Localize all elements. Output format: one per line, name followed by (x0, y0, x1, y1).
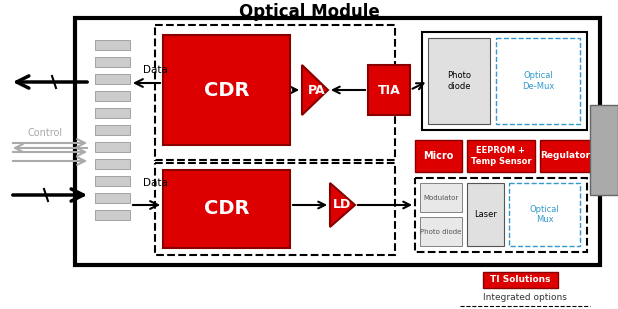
Text: Photo
diode: Photo diode (447, 71, 471, 91)
Bar (75, 18, 600, 265)
Text: Laser: Laser (474, 210, 497, 219)
Bar (540, 140, 590, 172)
Bar (95, 210, 130, 220)
Bar (420, 217, 462, 246)
Text: Optical
Mux: Optical Mux (530, 205, 559, 224)
Bar (467, 183, 504, 246)
Text: TI Solutions: TI Solutions (490, 276, 551, 285)
Bar (95, 74, 130, 84)
Bar (368, 65, 410, 115)
Text: Micro: Micro (423, 151, 454, 161)
Text: EEPROM +
Temp Sensor: EEPROM + Temp Sensor (471, 146, 531, 166)
Text: Data: Data (143, 178, 168, 188)
Polygon shape (330, 183, 355, 227)
Text: CDR: CDR (204, 200, 249, 218)
Bar (95, 40, 130, 50)
Text: Modulator: Modulator (423, 194, 459, 201)
Bar (95, 125, 130, 135)
Text: Optical Module: Optical Module (239, 3, 379, 21)
Bar (415, 140, 462, 172)
Bar (496, 38, 580, 124)
Bar (420, 183, 462, 212)
Bar (483, 272, 558, 288)
Bar (95, 193, 130, 203)
Text: Control: Control (27, 128, 62, 138)
Polygon shape (302, 65, 328, 115)
Text: PA: PA (308, 83, 326, 96)
Bar (163, 35, 290, 145)
Bar (428, 38, 490, 124)
Text: Photo diode: Photo diode (420, 228, 462, 235)
Text: Optical
De-Mux: Optical De-Mux (522, 71, 554, 91)
Bar (95, 91, 130, 101)
Text: Data: Data (143, 65, 168, 75)
Bar (467, 140, 535, 172)
Text: Integrated options: Integrated options (483, 293, 567, 302)
Bar (95, 108, 130, 118)
Bar (509, 183, 580, 246)
Bar (155, 25, 395, 160)
Bar (155, 163, 395, 255)
Text: Regulator: Regulator (540, 151, 590, 160)
Bar (163, 170, 290, 248)
Bar (95, 176, 130, 186)
Bar (415, 178, 587, 252)
Bar (95, 57, 130, 67)
Bar (95, 159, 130, 169)
Text: CDR: CDR (204, 81, 249, 99)
Text: LD: LD (333, 198, 352, 211)
Text: TIA: TIA (378, 83, 400, 96)
Bar (590, 105, 618, 195)
Bar (95, 142, 130, 152)
Bar (422, 32, 587, 130)
